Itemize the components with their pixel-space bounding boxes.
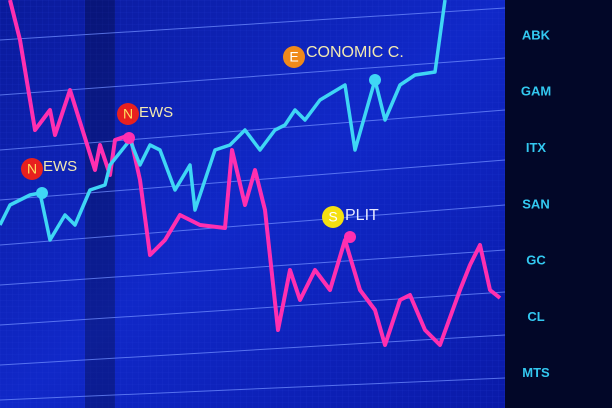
ticker-panel [505,0,612,408]
reflection [85,0,115,408]
ticker: MTS [522,365,550,380]
annotation-letter: N [27,161,37,177]
ticker: SAN [522,196,549,211]
ticker: GAM [521,84,551,99]
annotation: N EWS [117,103,173,125]
fine-grid [0,0,505,408]
annotation-letter: E [289,49,298,65]
cyan-marker [36,187,48,199]
grid-lines [0,7,506,401]
cyan-line [0,0,447,242]
cyan-marker [369,74,381,86]
annotation: N EWS [21,158,77,180]
annotation: E CONOMIC C. [283,44,404,68]
ticker: ABK [522,27,551,42]
annotation-letter: S [328,209,337,225]
annotation-text: EWS [139,104,173,121]
ticker: CL [527,309,544,324]
magenta-line [8,0,502,347]
annotation: S PLIT [322,206,379,228]
ticker: ITX [526,140,547,155]
annotation-text: PLIT [345,207,379,224]
magenta-marker [344,231,356,243]
annotation-text: CONOMIC C. [306,44,404,61]
annotation-letter: N [123,106,133,122]
magenta-marker [123,132,135,144]
ticker: GC [526,253,546,268]
annotation-text: EWS [43,158,77,175]
ticker-list: ABK GAM ITX SAN GC CL MTS [521,27,551,380]
